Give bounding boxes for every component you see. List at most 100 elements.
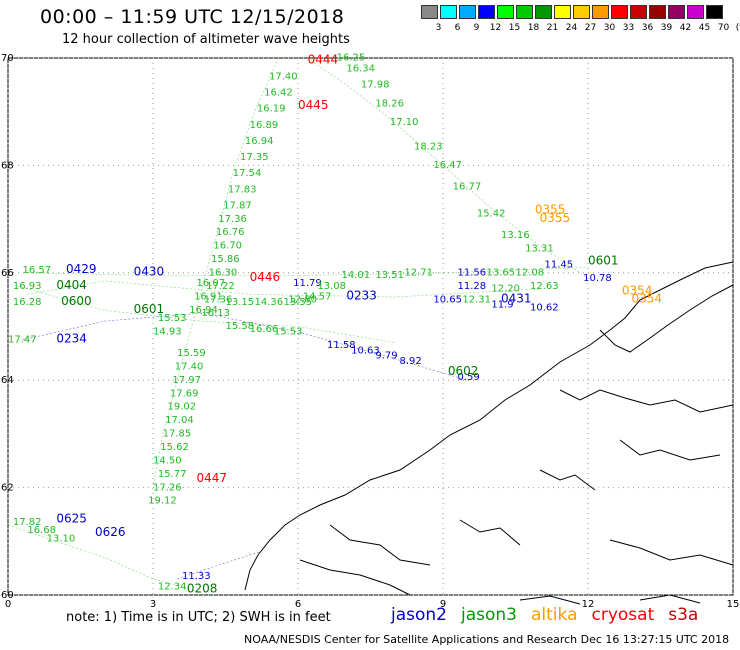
coastline-path <box>459 519 521 546</box>
y-tick-label: 70 <box>1 53 14 64</box>
y-tick-label: 60 <box>1 590 14 601</box>
scale-label: 9 <box>473 23 480 33</box>
satellite-track <box>7 524 202 593</box>
scale-label: 70 <box>717 23 730 33</box>
scale-label: 6 <box>454 23 461 33</box>
swh-value-label: 12.08 <box>516 267 545 278</box>
swh-value-label: 14.57 <box>303 292 332 303</box>
legend-s3a: s3a <box>668 605 699 625</box>
scale-swatch <box>440 5 457 19</box>
swh-value-label: 17.83 <box>228 184 257 195</box>
scale-swatch <box>554 5 571 19</box>
swh-value-label: 16.07 <box>197 278 226 289</box>
pass-time-label: 0600 <box>61 294 92 308</box>
legend-altika: altika <box>531 605 578 625</box>
scale-label: 33 <box>622 23 635 33</box>
pass-time-label: 0431 <box>501 291 532 305</box>
swh-value-label: 17.85 <box>163 429 192 440</box>
legend-jason2: jason2 <box>391 605 447 625</box>
swh-value-label: 15.62 <box>160 442 189 453</box>
coastline-path <box>299 559 411 596</box>
legend-jason3: jason3 <box>461 605 517 625</box>
swh-value-label: 16.28 <box>13 297 42 308</box>
scale-swatch <box>630 5 647 19</box>
y-tick-label: 62 <box>1 483 14 494</box>
swh-value-label: 10.62 <box>530 302 559 313</box>
swh-value-label: 11.28 <box>458 281 487 292</box>
swh-value-label: 16.93 <box>13 281 42 292</box>
swh-value-label: 17.40 <box>175 361 204 372</box>
footer-note: note: 1) Time is in UTC; 2) SWH is in fe… <box>66 610 331 625</box>
swh-value-label: 16.42 <box>264 88 293 99</box>
swh-value-label: 14.93 <box>153 327 182 338</box>
swh-value-label: 15.53 <box>274 327 303 338</box>
satellite-track <box>27 280 540 298</box>
scale-swatch <box>516 5 533 19</box>
swh-value-label: 17.47 <box>8 335 37 346</box>
y-tick-label: 64 <box>1 375 14 386</box>
swh-value-label: 17.40 <box>269 71 298 82</box>
scale-swatch <box>421 5 438 19</box>
grid <box>7 57 734 596</box>
pass-time-label: 0404 <box>56 278 87 292</box>
coastline-path <box>609 539 734 566</box>
swh-value-label: 16.25 <box>337 53 366 64</box>
swh-value-label: 16.19 <box>257 104 286 115</box>
coastline-path <box>619 439 721 461</box>
coastline-path <box>639 594 701 604</box>
swh-value-label: 17.82 <box>13 517 42 528</box>
scale-label: 21 <box>546 23 559 33</box>
swh-value-label: 17.54 <box>233 168 262 179</box>
scale-label: 12 <box>489 23 502 33</box>
scale-label: 42 <box>679 23 692 33</box>
y-tick-label: 66 <box>1 268 14 279</box>
swh-value-label: 15.42 <box>477 208 506 219</box>
satellite-track <box>27 267 589 276</box>
pass-time-label: 0445 <box>298 98 329 112</box>
x-tick-label: 0 <box>5 599 11 610</box>
pass-time-label: 0354 <box>622 283 653 297</box>
swh-value-label: 8.92 <box>400 356 422 367</box>
swh-value-label: 16.13 <box>201 308 230 319</box>
satellite-track <box>307 57 589 279</box>
swh-value-label: 17.26 <box>153 482 182 493</box>
swh-value-label: 12.63 <box>530 281 559 292</box>
x-tick-label: 12 <box>582 599 595 610</box>
swh-value-label: 12.31 <box>462 294 491 305</box>
swh-value-label: 13.10 <box>47 533 76 544</box>
swh-value-label: 17.97 <box>172 375 201 386</box>
swh-value-label: 16.68 <box>27 525 56 536</box>
pass-time-label: 0626 <box>95 525 126 539</box>
swh-value-label: 11.56 <box>458 267 487 278</box>
swh-value-label: 13.51 <box>375 270 404 281</box>
swh-value-label: 12.34 <box>158 582 187 593</box>
swh-value-label: 17.36 <box>204 294 233 305</box>
coastline-path <box>599 284 734 353</box>
scale-label: 36 <box>641 23 654 33</box>
swh-value-label: 17.98 <box>361 80 390 91</box>
scale-swatch <box>649 5 666 19</box>
coastline-path <box>519 595 581 605</box>
swh-labels: 16.25 17.40 16.42 16.19 16.89 16.94 17.35 17.54… <box>8 52 662 595</box>
swh-value-label: 10.65 <box>433 294 462 305</box>
y-tick-label: 68 <box>1 160 14 171</box>
axis-ticks: 0 3 6 9 12 15 60 62 64 66 68 70 <box>1 53 739 610</box>
scale-label: 24 <box>565 23 578 33</box>
swh-value-label: 17.22 <box>206 281 235 292</box>
scale-label: 18 <box>527 23 540 33</box>
pass-time-label: 0355 <box>535 203 566 217</box>
swh-value-label: 17.04 <box>165 415 194 426</box>
satellite-track <box>152 57 279 488</box>
pass-time-label: 0602 <box>448 364 479 378</box>
scale-label: 3 <box>435 23 442 33</box>
scale-swatch <box>706 5 723 19</box>
pass-time-label: 0446 <box>250 270 281 284</box>
scale-swatch <box>497 5 514 19</box>
swh-value-label: 15.53 <box>158 313 187 324</box>
x-tick-label: 3 <box>150 599 156 610</box>
coastline <box>244 261 734 605</box>
pass-time-label: 0233 <box>346 289 377 303</box>
scale-label: 30 <box>603 23 616 33</box>
swh-value-label: 16.77 <box>453 182 482 193</box>
swh-value-label: 0.59 <box>458 372 480 383</box>
